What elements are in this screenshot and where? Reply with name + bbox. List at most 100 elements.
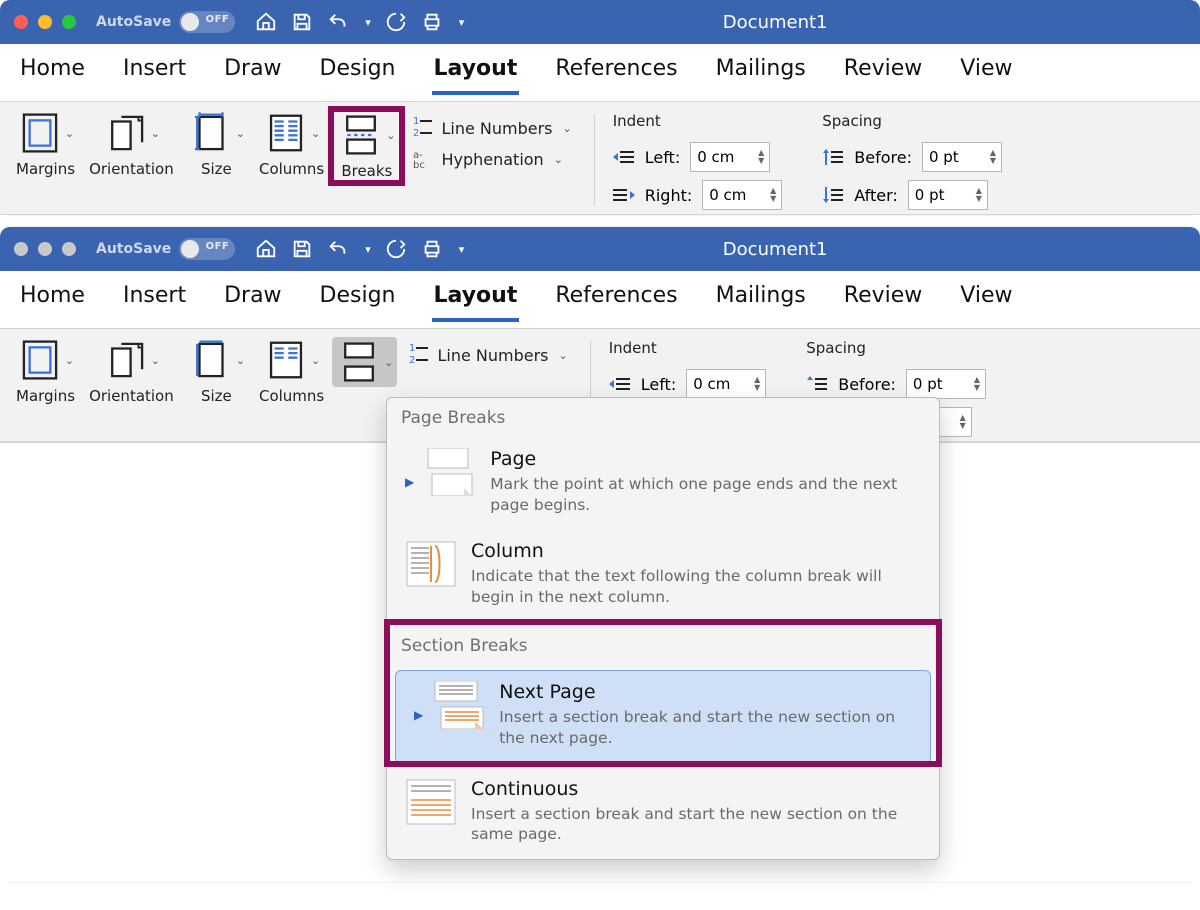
line-numbers-button[interactable]: 12 Line Numbers⌄ <box>413 114 571 142</box>
tab-view[interactable]: View <box>958 54 1014 95</box>
orientation-label: Orientation <box>89 387 174 405</box>
redo-icon[interactable] <box>385 11 407 33</box>
min-dot[interactable] <box>38 15 52 29</box>
hyphenation-button[interactable]: a-bc Hyphenation⌄ <box>413 148 571 170</box>
print-icon[interactable] <box>421 11 443 33</box>
tab-draw[interactable]: Draw <box>222 281 283 322</box>
indent-left-spinner[interactable]: ▲▼ <box>690 142 770 172</box>
tab-layout[interactable]: Layout <box>432 54 520 95</box>
undo-icon[interactable] <box>327 238 349 260</box>
indent-left-icon <box>609 376 631 392</box>
redo-icon[interactable] <box>385 238 407 260</box>
spacing-header: Spacing <box>822 112 1002 130</box>
spacing-before-input[interactable] <box>907 375 969 393</box>
tab-references[interactable]: References <box>553 54 679 95</box>
spacing-before-spinner[interactable]: ▲▼ <box>922 142 1002 172</box>
qat-more-icon[interactable]: ▾ <box>459 243 465 256</box>
chevron-down-icon: ⌄ <box>554 153 563 166</box>
spacing-before-input[interactable] <box>923 148 985 166</box>
home-icon[interactable] <box>255 238 277 260</box>
tab-mailings[interactable]: Mailings <box>714 281 808 322</box>
breaks-icon <box>336 339 382 385</box>
autosave[interactable]: AutoSave OFF <box>96 238 235 260</box>
columns-button[interactable]: ⌄ Columns <box>253 337 330 405</box>
spacing-before-icon <box>806 376 828 392</box>
qat-more-icon[interactable]: ▾ <box>459 16 465 29</box>
orientation-button[interactable]: ⌄ Orientation <box>83 110 180 178</box>
tab-review[interactable]: Review <box>842 281 925 322</box>
tab-review[interactable]: Review <box>842 54 925 95</box>
indent-header: Indent <box>613 112 783 130</box>
undo-dropdown-icon[interactable]: ▾ <box>365 16 371 29</box>
indent-right-icon <box>613 187 635 203</box>
submenu-caret-icon: ▶ <box>405 475 414 489</box>
tab-home[interactable]: Home <box>18 281 87 322</box>
tab-draw[interactable]: Draw <box>222 54 283 95</box>
margins-label: Margins <box>16 160 75 178</box>
indent-left-input[interactable] <box>691 148 753 166</box>
columns-button[interactable]: ⌄ Columns <box>253 110 330 178</box>
tab-insert[interactable]: Insert <box>121 54 188 95</box>
tab-layout[interactable]: Layout <box>432 281 520 322</box>
spacing-after-icon <box>822 187 844 203</box>
line-numbers-label: Line Numbers <box>441 119 552 138</box>
tab-insert[interactable]: Insert <box>121 281 188 322</box>
autosave-label: AutoSave <box>96 241 171 257</box>
indent-right-spinner[interactable]: ▲▼ <box>702 180 782 210</box>
mid-group: 12 Line Numbers⌄ <box>399 337 577 369</box>
document-title: Document1 <box>484 12 1066 33</box>
indent-left-spinner[interactable]: ▲▼ <box>686 369 766 399</box>
columns-icon <box>263 110 309 156</box>
tab-design[interactable]: Design <box>318 54 398 95</box>
tab-mailings[interactable]: Mailings <box>714 54 808 95</box>
break-continuous-item[interactable]: ContinuousInsert a section break and sta… <box>387 768 939 860</box>
spacing-after-spinner[interactable]: ▲▼ <box>908 180 988 210</box>
undo-dropdown-icon[interactable]: ▾ <box>365 243 371 256</box>
item-desc: Indicate that the text following the col… <box>471 566 925 608</box>
margins-button[interactable]: ⌄ Margins <box>10 110 81 178</box>
orientation-label: Orientation <box>89 160 174 178</box>
spacing-before-label: Before: <box>854 148 912 167</box>
indent-right-input[interactable] <box>703 186 765 204</box>
save-icon[interactable] <box>291 238 313 260</box>
tab-design[interactable]: Design <box>318 281 398 322</box>
break-next-page-item[interactable]: ▶ Next PageInsert a section break and st… <box>395 670 931 764</box>
max-dot[interactable] <box>62 15 76 29</box>
max-dot[interactable] <box>62 242 76 256</box>
breaks-button[interactable]: ⌄ Breaks <box>332 110 401 182</box>
undo-icon[interactable] <box>327 11 349 33</box>
close-dot[interactable] <box>14 15 28 29</box>
break-column-item[interactable]: Column Indicate that the text following t… <box>387 530 939 622</box>
tab-home[interactable]: Home <box>18 54 87 95</box>
indent-left-input[interactable] <box>687 375 749 393</box>
ribbon-layout: ⌄ Margins ⌄ Orientation ⌄ Size ⌄ Columns… <box>0 329 1200 442</box>
size-button[interactable]: ⌄ Size <box>182 110 251 178</box>
min-dot[interactable] <box>38 242 52 256</box>
tab-view[interactable]: View <box>958 281 1014 322</box>
close-dot[interactable] <box>14 242 28 256</box>
autosave-state: OFF <box>206 14 230 25</box>
spacing-after-input[interactable] <box>909 186 971 204</box>
size-button[interactable]: ⌄ Size <box>182 337 251 405</box>
breaks-button-open[interactable]: ⌄ <box>332 337 397 387</box>
item-title: Column <box>471 540 925 562</box>
home-icon[interactable] <box>255 11 277 33</box>
break-page-item[interactable]: ▶ PageMark the point at which one page e… <box>387 438 939 530</box>
chevron-down-icon: ⌄ <box>65 354 74 367</box>
section-breaks-header: Section Breaks <box>387 622 939 666</box>
indent-left-label: Left: <box>641 375 677 394</box>
svg-text:2: 2 <box>409 355 415 366</box>
print-icon[interactable] <box>421 238 443 260</box>
autosave-switch[interactable]: OFF <box>179 11 235 33</box>
autosave[interactable]: AutoSave OFF <box>96 11 235 33</box>
line-numbers-button[interactable]: 12 Line Numbers⌄ <box>409 341 567 369</box>
orientation-button[interactable]: ⌄ Orientation <box>83 337 180 405</box>
svg-text:2: 2 <box>413 128 419 139</box>
tab-references[interactable]: References <box>553 281 679 322</box>
item-desc: Insert a section break and start the new… <box>471 804 925 846</box>
autosave-switch[interactable]: OFF <box>179 238 235 260</box>
indent-left-label: Left: <box>645 148 681 167</box>
save-icon[interactable] <box>291 11 313 33</box>
margins-button[interactable]: ⌄ Margins <box>10 337 81 405</box>
spacing-before-spinner[interactable]: ▲▼ <box>906 369 986 399</box>
